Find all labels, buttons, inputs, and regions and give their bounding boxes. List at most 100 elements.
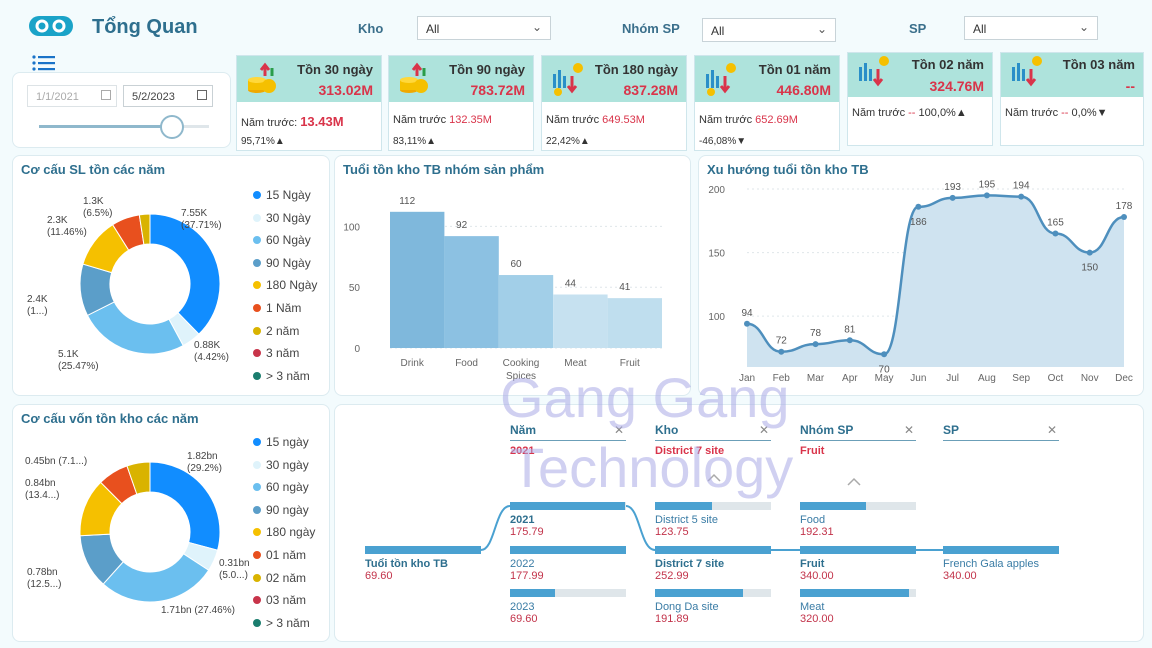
kpi-prev-label: Năm trước [852, 107, 906, 119]
legend-item[interactable]: 180 ngày [253, 525, 315, 539]
data-label: 0.84bn [25, 478, 56, 489]
legend-item[interactable]: 01 năm [253, 548, 306, 562]
tree-header-nam[interactable]: Năm ✕ [510, 423, 626, 441]
kpi-prev-value: -- [908, 107, 916, 119]
area-segment[interactable] [390, 211, 445, 348]
tree-connectors [480, 473, 943, 551]
legend-item[interactable]: 03 năm [253, 593, 306, 607]
tree-node-group[interactable]: Food 192.31 [800, 502, 916, 538]
data-label: 44 [565, 278, 577, 289]
legend-item[interactable]: 90 ngày [253, 503, 309, 517]
data-point[interactable] [881, 351, 888, 358]
data-point[interactable] [1052, 230, 1059, 237]
area-segment[interactable] [498, 275, 554, 348]
tree-node-site[interactable]: District 7 site 252.99 [655, 546, 771, 582]
tree-node-root[interactable]: Tuổi tồn kho TB 69.60 [365, 546, 481, 582]
legend-item[interactable]: 90 Ngày [253, 256, 311, 270]
date-slider-fill [39, 125, 173, 128]
donut-slice[interactable] [149, 461, 221, 551]
tree-node-group[interactable]: Fruit 340.00 [800, 546, 916, 582]
data-point[interactable] [846, 337, 853, 344]
date-slider-handle[interactable] [160, 115, 184, 139]
donut-slice[interactable] [138, 213, 151, 246]
area-segment[interactable] [444, 236, 499, 348]
node-bar-fill [365, 546, 481, 554]
tree-header-kho[interactable]: Kho ✕ [655, 423, 771, 441]
legend-item[interactable]: > 3 năm [253, 616, 310, 630]
tree-header-sp[interactable]: SP ✕ [943, 423, 1059, 441]
start-date-input[interactable]: 1/1/2021 [27, 85, 117, 107]
kpi-value: 324.76M [929, 78, 984, 94]
filter-kho-dropdown[interactable]: All ⌄ [417, 16, 551, 40]
area-segment[interactable] [607, 298, 662, 348]
legend-item[interactable]: 15 ngày [253, 435, 309, 449]
node-label: 2021 [510, 514, 535, 526]
data-point[interactable] [744, 320, 750, 327]
kpi-prev: Năm trước 132.35M [393, 114, 492, 126]
data-label: 94 [741, 308, 753, 319]
data-point[interactable] [949, 194, 956, 201]
tree-node-year[interactable]: 2023 69.60 [510, 589, 626, 625]
data-label: 178 [1116, 201, 1133, 212]
data-point[interactable] [812, 341, 819, 348]
legend-label: 15 ngày [266, 435, 309, 449]
legend-item[interactable]: 3 năm [253, 346, 299, 360]
data-label: 78 [810, 328, 822, 339]
data-point[interactable] [915, 203, 922, 210]
donut-slice[interactable] [149, 213, 221, 335]
tree-node-group[interactable]: Meat 320.00 [800, 589, 916, 625]
legend-item[interactable]: 15 Ngày [253, 188, 311, 202]
end-date-input[interactable]: 5/2/2023 [123, 85, 213, 107]
date-slider-track[interactable] [39, 125, 209, 128]
legend-item[interactable]: 02 năm [253, 571, 306, 585]
node-label: Food [800, 514, 826, 526]
close-icon[interactable]: ✕ [1046, 423, 1057, 437]
legend-dot [253, 551, 261, 559]
chart-down-icon [706, 63, 736, 96]
legend-item[interactable]: 60 ngày [253, 480, 309, 494]
tree-node-site[interactable]: District 5 site 123.75 [655, 502, 771, 538]
calendar-icon[interactable] [101, 90, 111, 100]
legend-item[interactable]: 2 năm [253, 324, 299, 338]
close-icon[interactable]: ✕ [758, 423, 769, 437]
data-label: (12.5...) [27, 579, 61, 590]
data-point[interactable] [1121, 213, 1127, 220]
legend-item[interactable]: > 3 năm [253, 369, 310, 383]
tree-header-label: Kho [655, 423, 679, 437]
calendar-icon[interactable] [197, 90, 207, 100]
tree-node-year[interactable]: 2021 175.79 [510, 502, 626, 538]
legend-label: 3 năm [266, 346, 300, 361]
tree-node-product[interactable]: French Gala apples 340.00 [943, 546, 1059, 582]
data-point[interactable] [1086, 249, 1093, 256]
data-point[interactable] [1018, 193, 1025, 200]
close-icon[interactable]: ✕ [903, 423, 914, 437]
tree-node-site[interactable]: Dong Da site 191.89 [655, 589, 771, 625]
legend-item[interactable]: 1 Năm [253, 301, 301, 315]
area-segment[interactable] [553, 294, 608, 348]
tree-node-year[interactable]: 2022 177.99 [510, 546, 626, 582]
kpi-title: Tồn 180 ngày [594, 62, 678, 77]
data-point[interactable] [778, 348, 785, 355]
close-icon[interactable]: ✕ [613, 423, 624, 437]
node-bar-fill [510, 502, 625, 510]
legend-item[interactable]: 30 ngày [253, 458, 309, 472]
donut-slice[interactable] [86, 301, 184, 355]
kpi-prev: Năm trước 652.69M [699, 114, 798, 126]
legend-item[interactable]: 30 Ngày [253, 211, 311, 225]
legend-item[interactable]: 180 Ngày [253, 278, 317, 292]
data-point[interactable] [983, 192, 990, 199]
watermark-line1: Gang Gang [500, 366, 790, 429]
panel-title: Cơ cấu vốn tồn kho các năm [21, 411, 199, 426]
node-bar-fill [800, 546, 916, 554]
filter-sp-dropdown[interactable]: All ⌄ [964, 16, 1098, 40]
filter-nhom-sp-dropdown[interactable]: All ⌄ [702, 18, 836, 42]
node-bar [510, 502, 626, 510]
donut-slice[interactable] [126, 461, 151, 495]
donut-qty-panel: Cơ cấu SL tồn các năm 7.55K (37.71%) 0.88K… [12, 155, 330, 396]
legend-item[interactable]: 60 Ngày [253, 233, 311, 247]
menu-icon[interactable] [32, 54, 56, 72]
node-value: 123.75 [655, 526, 689, 538]
tree-header-nhom-sp[interactable]: Nhóm SP ✕ [800, 423, 916, 441]
age-group-chart: 0 50 100 112 Drink 92 Food 60 Cooking Spices 44 Mea… [343, 196, 662, 382]
